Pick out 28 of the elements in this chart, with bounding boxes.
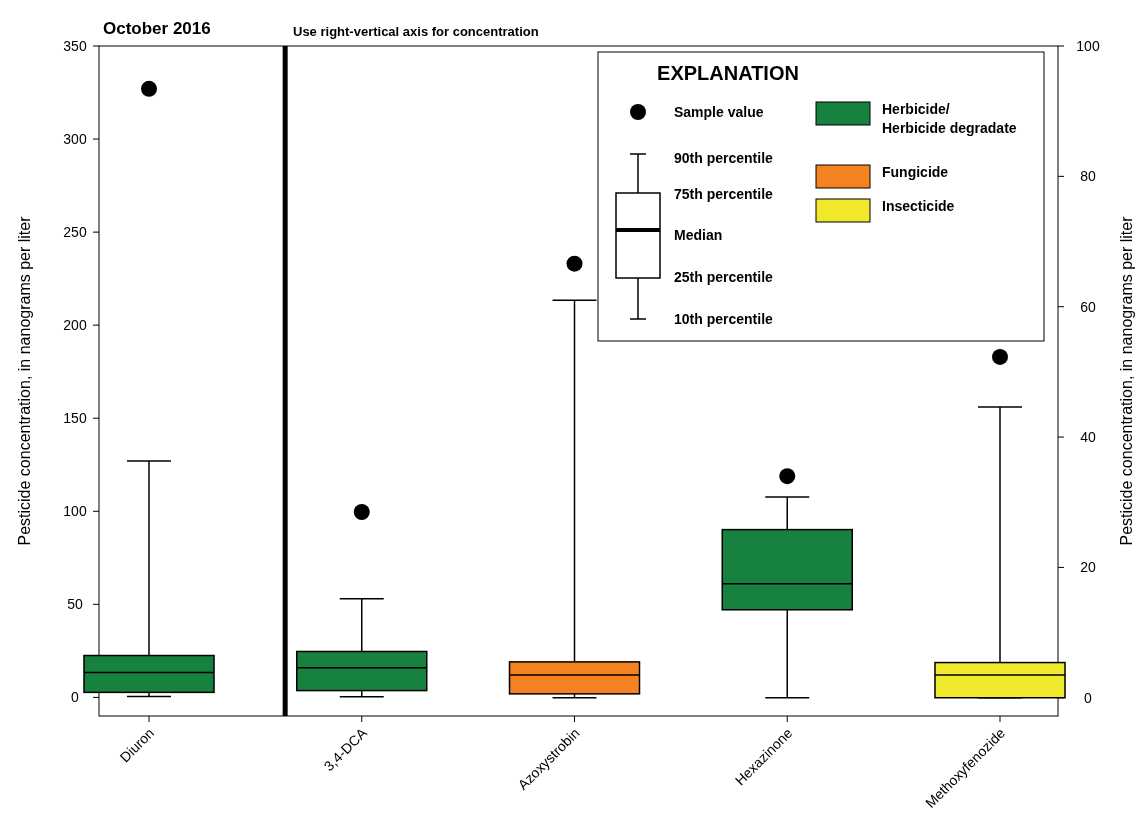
y2-tick-label: 40 bbox=[1080, 428, 1096, 445]
annotation: 10th percentile bbox=[674, 310, 774, 327]
annotation: 90th percentile bbox=[674, 149, 774, 166]
y-tick-label: 0 bbox=[71, 689, 80, 706]
y-tick-label: 150 bbox=[63, 410, 87, 427]
text: Use right-vertical axis for concentration bbox=[293, 24, 539, 39]
y2-tick-label: 20 bbox=[1080, 559, 1096, 576]
y2-tick-label: 0 bbox=[1084, 689, 1093, 706]
legend-title: EXPLANATION bbox=[657, 62, 799, 84]
y2-axis-title: Pesticide concentration, in nanograms per liter bbox=[1118, 215, 1135, 546]
legend-label: Herbicide/ Herbicide degradate bbox=[882, 101, 1017, 136]
y-tick-label: 250 bbox=[63, 224, 87, 241]
y-tick-label: 300 bbox=[63, 130, 87, 147]
annotation: 25th percentile bbox=[674, 268, 774, 285]
y-tick-label: 50 bbox=[67, 596, 83, 613]
y2-tick-label: 60 bbox=[1080, 298, 1096, 315]
chart-title: October 2016 bbox=[103, 19, 211, 38]
legend-label: Fungicide bbox=[882, 164, 949, 180]
y-tick-label: 200 bbox=[63, 317, 87, 334]
annotation: 75th percentile bbox=[674, 185, 774, 202]
y-tick-label: 350 bbox=[63, 37, 87, 54]
y2-tick-label: 80 bbox=[1080, 168, 1096, 185]
legend-label: Sample value bbox=[674, 103, 764, 120]
annotation: Median bbox=[674, 226, 723, 243]
y2-tick-label: 100 bbox=[1076, 37, 1100, 54]
y-tick-label: 100 bbox=[63, 503, 87, 520]
y-axis-title: Pesticide concentration, in nanograms per liter bbox=[16, 215, 33, 546]
legend-label: Insecticide bbox=[882, 198, 955, 214]
